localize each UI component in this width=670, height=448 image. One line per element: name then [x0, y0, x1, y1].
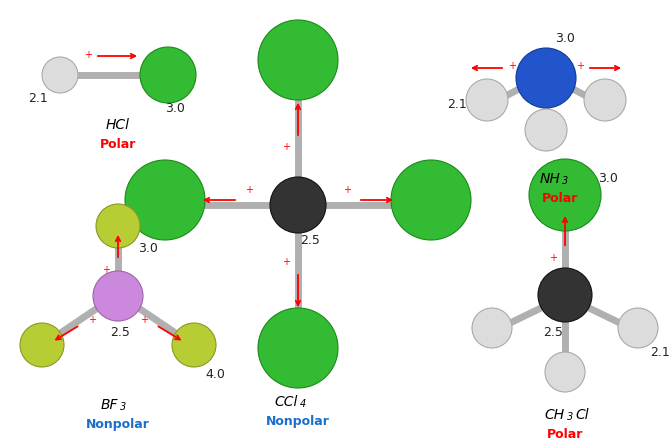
Circle shape	[42, 57, 78, 93]
Circle shape	[258, 20, 338, 100]
Circle shape	[140, 47, 196, 103]
Text: 4: 4	[300, 399, 306, 409]
Circle shape	[529, 159, 601, 231]
Text: HCl: HCl	[106, 118, 130, 132]
Text: Polar: Polar	[100, 138, 136, 151]
Circle shape	[172, 323, 216, 367]
Text: +: +	[549, 253, 557, 263]
Circle shape	[96, 204, 140, 248]
Circle shape	[466, 79, 508, 121]
Text: Nonpolar: Nonpolar	[266, 415, 330, 428]
Circle shape	[538, 268, 592, 322]
Text: 3.0: 3.0	[138, 241, 158, 254]
Text: +: +	[508, 61, 516, 71]
Circle shape	[584, 79, 626, 121]
Circle shape	[516, 48, 576, 108]
Text: 3: 3	[562, 176, 568, 186]
Text: +: +	[282, 142, 290, 152]
Text: +: +	[282, 257, 290, 267]
Text: 2.1: 2.1	[650, 345, 670, 358]
Circle shape	[270, 177, 326, 233]
Text: Cl: Cl	[575, 408, 589, 422]
Text: +: +	[343, 185, 351, 195]
Circle shape	[258, 308, 338, 388]
Text: Nonpolar: Nonpolar	[86, 418, 150, 431]
Text: BF: BF	[100, 398, 118, 412]
Text: Polar: Polar	[542, 192, 578, 205]
Text: 3: 3	[120, 402, 126, 412]
Text: +: +	[84, 50, 92, 60]
Text: 2.1: 2.1	[447, 99, 467, 112]
Text: +: +	[576, 61, 584, 71]
Text: CCl: CCl	[275, 395, 298, 409]
Text: +: +	[140, 315, 148, 325]
Circle shape	[20, 323, 64, 367]
Text: +: +	[102, 265, 110, 275]
Text: 3: 3	[567, 412, 574, 422]
Text: 4.0: 4.0	[205, 369, 225, 382]
Circle shape	[618, 308, 658, 348]
Text: 3.0: 3.0	[598, 172, 618, 185]
Text: 3.0: 3.0	[165, 102, 185, 115]
Text: 3.0: 3.0	[555, 31, 575, 44]
Text: 2.5: 2.5	[543, 326, 563, 339]
Circle shape	[472, 308, 512, 348]
Text: 2.5: 2.5	[300, 233, 320, 246]
Circle shape	[545, 352, 585, 392]
Text: +: +	[88, 315, 96, 325]
Circle shape	[125, 160, 205, 240]
Circle shape	[93, 271, 143, 321]
Text: +: +	[245, 185, 253, 195]
Text: 2.1: 2.1	[28, 91, 48, 104]
Text: NH: NH	[539, 172, 560, 186]
Text: 2.5: 2.5	[110, 326, 130, 339]
Text: Polar: Polar	[547, 428, 583, 441]
Text: CH: CH	[545, 408, 565, 422]
Circle shape	[525, 109, 567, 151]
Circle shape	[391, 160, 471, 240]
